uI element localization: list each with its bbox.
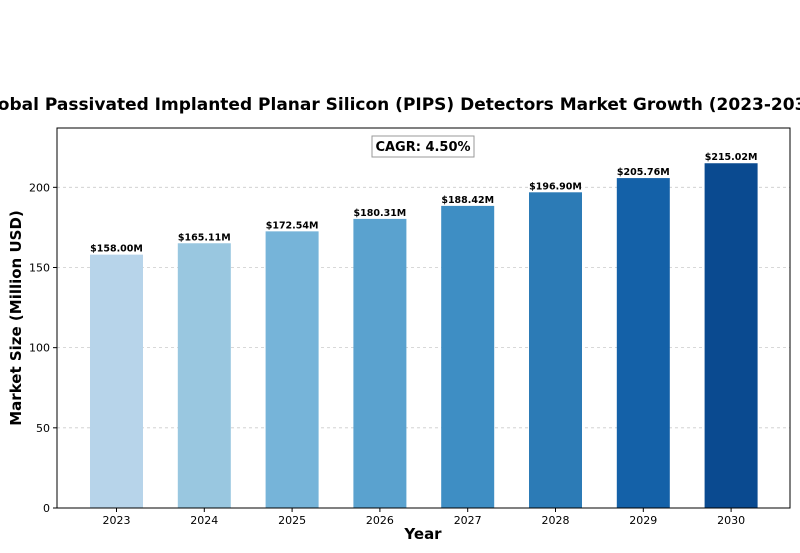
x-tick-label: 2030 bbox=[717, 514, 745, 527]
data-label: $165.11M bbox=[178, 232, 231, 243]
cagr-text: CAGR: 4.50% bbox=[375, 140, 470, 155]
bar bbox=[265, 231, 319, 509]
bar bbox=[616, 178, 670, 508]
data-label: $196.90M bbox=[529, 181, 582, 192]
bar bbox=[441, 205, 495, 509]
y-axis-label: Market Size (Million USD) bbox=[7, 210, 25, 426]
x-tick-label: 2027 bbox=[454, 514, 482, 527]
plot-area-frame bbox=[56, 127, 791, 509]
x-tick-label: 2025 bbox=[278, 514, 306, 527]
bar bbox=[177, 243, 231, 508]
data-labels: $158.00M $165.11M $172.54M $180.31M $188.42M… bbox=[90, 152, 757, 254]
cagr-annotation: CAGR: 4.50% bbox=[371, 135, 475, 158]
y-tick-label: 150 bbox=[29, 261, 50, 274]
data-label: $188.42M bbox=[441, 195, 494, 206]
bar bbox=[704, 163, 758, 508]
bars bbox=[90, 163, 758, 509]
data-label: $215.02M bbox=[705, 152, 758, 163]
data-label: $158.00M bbox=[90, 244, 143, 255]
x-axis-label: Year bbox=[403, 525, 442, 543]
y-tick-label: 200 bbox=[29, 181, 50, 194]
data-label: $205.76M bbox=[617, 167, 670, 178]
x-axis-ticks: 2023 2024 2025 2026 2027 2028 2029 2030 bbox=[103, 508, 745, 527]
x-tick-label: 2028 bbox=[542, 514, 570, 527]
y-tick-label: 0 bbox=[43, 502, 50, 515]
data-label: $180.31M bbox=[354, 208, 407, 219]
x-tick-label: 2023 bbox=[103, 514, 131, 527]
y-axis-ticks: 0 50 100 150 200 bbox=[29, 181, 57, 515]
gridlines bbox=[57, 186, 790, 509]
x-tick-label: 2029 bbox=[629, 514, 657, 527]
bar bbox=[90, 254, 143, 508]
cagr-box bbox=[371, 135, 475, 158]
bar bbox=[529, 192, 582, 509]
data-label: $172.54M bbox=[266, 220, 319, 231]
y-tick-label: 50 bbox=[36, 422, 50, 435]
y-tick-label: 100 bbox=[29, 342, 50, 355]
x-tick-label: 2026 bbox=[366, 514, 394, 527]
x-tick-label: 2024 bbox=[190, 514, 218, 527]
chart-title: Global Passivated Implanted Planar Silic… bbox=[0, 95, 800, 115]
bar bbox=[353, 218, 407, 508]
